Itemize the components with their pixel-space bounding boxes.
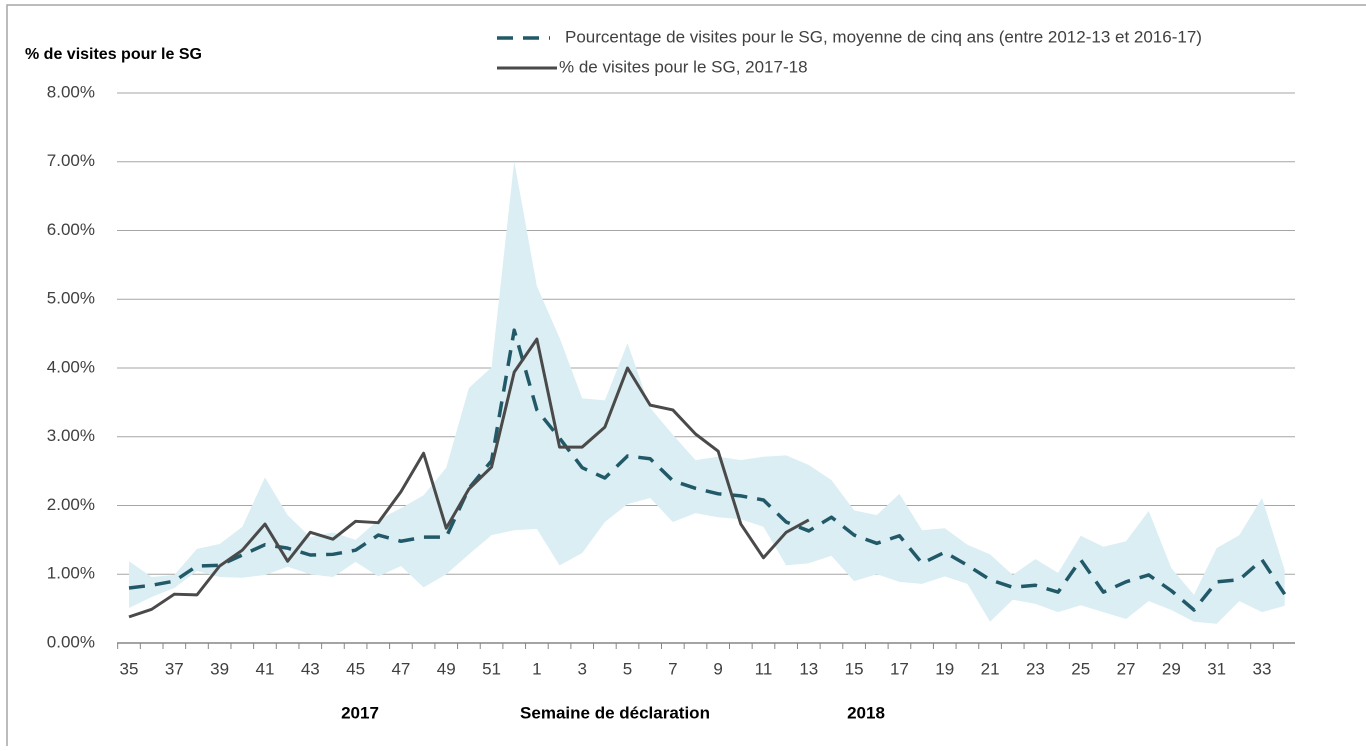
x-tick-label: 49	[437, 659, 456, 678]
x-tick-label: 35	[120, 659, 139, 678]
x-tick-label: 9	[713, 659, 722, 678]
year-label: 2017	[341, 703, 379, 722]
y-axis-title: % de visites pour le SG	[25, 46, 202, 63]
y-tick-label: 7.00%	[47, 151, 95, 170]
x-tick-label: 7	[668, 659, 677, 678]
x-tick-label: 23	[1026, 659, 1045, 678]
x-tick-label: 21	[981, 659, 1000, 678]
x-tick-label: 43	[301, 659, 320, 678]
legend-label: % de visites pour le SG, 2017-18	[559, 57, 808, 76]
x-tick-label: 19	[935, 659, 954, 678]
x-tick-label: 13	[799, 659, 818, 678]
range-band	[129, 161, 1285, 624]
y-tick-label: 6.00%	[47, 220, 95, 239]
x-tick-label: 3	[577, 659, 586, 678]
series-line	[128, 328, 1287, 612]
year-label: 2018	[847, 703, 885, 722]
x-tick-label: 29	[1162, 659, 1181, 678]
legend-label: Pourcentage de visites pour le SG, moyen…	[565, 27, 1202, 46]
x-tick-label: 27	[1117, 659, 1136, 678]
y-tick-label: 0.00%	[47, 632, 95, 651]
y-tick-label: 2.00%	[47, 495, 95, 514]
x-tick-label: 17	[890, 659, 909, 678]
y-tick-label: 1.00%	[47, 564, 95, 583]
y-tick-label: 3.00%	[47, 426, 95, 445]
x-tick-label: 33	[1253, 659, 1272, 678]
x-tick-label: 1	[532, 659, 541, 678]
x-tick-label: 31	[1207, 659, 1226, 678]
x-tick-label: 41	[255, 659, 274, 678]
x-tick-label: 15	[845, 659, 864, 678]
x-axis-title: Semaine de déclaration	[520, 703, 710, 722]
series-line	[128, 337, 810, 619]
x-tick-label: 45	[346, 659, 365, 678]
y-tick-label: 4.00%	[47, 357, 95, 376]
x-tick-label: 5	[623, 659, 632, 678]
y-tick-label: 5.00%	[47, 289, 95, 308]
x-tick-label: 11	[755, 659, 773, 678]
chart-frame	[6, 4, 1366, 751]
y-tick-label: 8.00%	[47, 82, 95, 101]
x-tick-label: 39	[210, 659, 229, 678]
x-tick-label: 37	[165, 659, 184, 678]
x-tick-label: 25	[1071, 659, 1090, 678]
x-tick-label: 47	[391, 659, 410, 678]
x-tick-label: 51	[482, 659, 501, 678]
